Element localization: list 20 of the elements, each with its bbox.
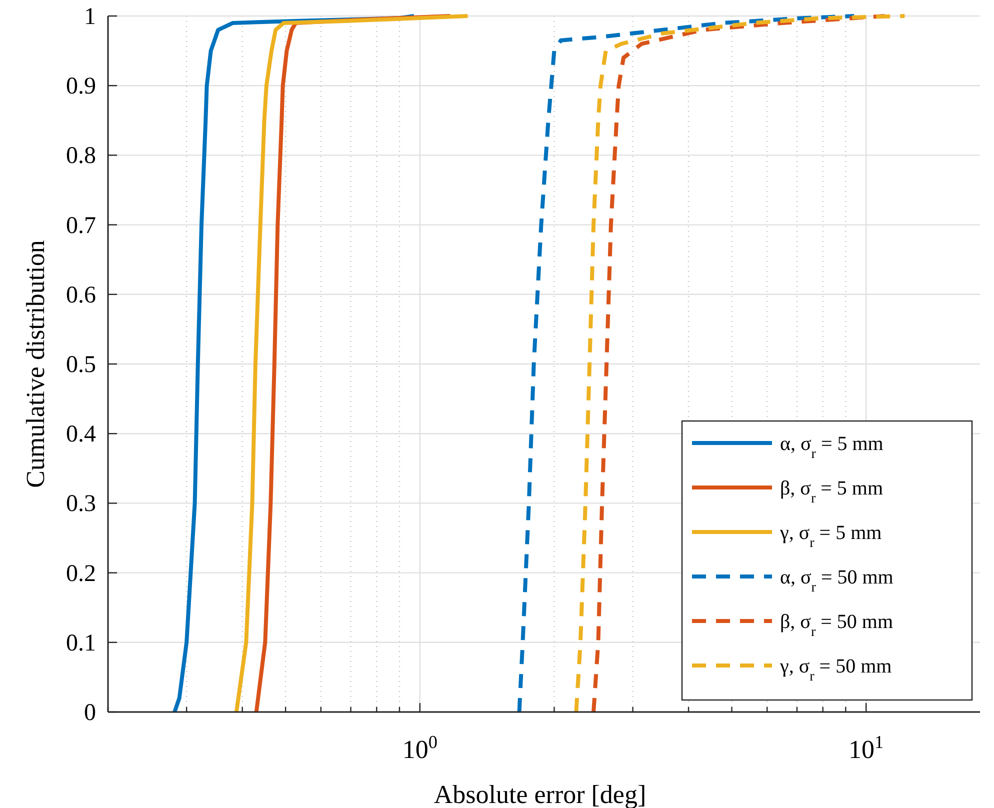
y-tick-label: 0.6 — [66, 282, 96, 308]
x-tick-label: 10$^{0}$ — [402, 732, 438, 764]
y-tick-label: 0.7 — [66, 212, 96, 239]
y-tick-label: 1 — [84, 4, 96, 30]
y-tick-label: 0.5 — [66, 352, 96, 378]
y-axis-title: Cumulative distribution — [21, 240, 50, 488]
y-tick-label: 0.9 — [66, 74, 96, 100]
x-tick-label: 10$^{1}$ — [848, 732, 884, 764]
legend-label: α, σ$_{r}$ = 50 mm — [780, 566, 894, 595]
legend-label: γ, σ$_{r}$ = 5 mm — [779, 522, 882, 550]
legend-label: β, σ$_{r}$ = 5 mm — [780, 478, 884, 506]
y-tick-label: 0.8 — [66, 143, 96, 170]
legend-label: γ, σ$_{r}$ = 50 mm — [779, 656, 892, 684]
y-tick-label: 0.2 — [66, 560, 96, 587]
y-tick-label: 0.4 — [66, 422, 96, 448]
y-tick-label: 0 — [84, 700, 96, 726]
legend-label: β, σ$_{r}$ = 50 mm — [780, 611, 894, 640]
y-tick-label: 0.1 — [66, 630, 96, 656]
y-tick-label: 0.3 — [66, 491, 96, 518]
legend-label: α, σ$_{r}$ = 5 mm — [780, 433, 884, 462]
